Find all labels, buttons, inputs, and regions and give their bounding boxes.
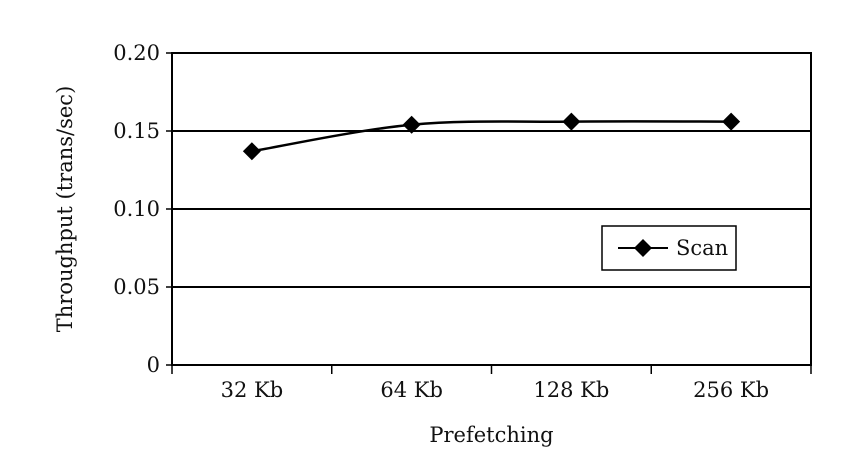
x-axis-ticks: 32 Kb 64 Kb 128 Kb 256 Kb xyxy=(171,365,812,402)
series-scan xyxy=(242,112,741,161)
x-tick-label-32-kb: 32 Kb xyxy=(221,378,284,402)
data-point-scan-32-kb xyxy=(242,142,261,161)
legend-label-scan: Scan xyxy=(676,236,728,260)
data-point-scan-128-kb xyxy=(562,112,581,131)
data-point-scan-64-kb xyxy=(402,115,421,134)
data-point-scan-256-kb xyxy=(722,112,741,131)
legend: Scan xyxy=(601,225,737,271)
x-tick-label-128-kb: 128 Kb xyxy=(533,378,609,402)
series-line-scan xyxy=(251,120,732,153)
y-tick-label: 0.05 xyxy=(113,275,160,299)
legend-marker-scan xyxy=(634,239,652,257)
x-tick-label-64-kb: 64 Kb xyxy=(380,378,443,402)
y-tick-label: 0.15 xyxy=(113,119,160,143)
y-tick-label: 0.20 xyxy=(113,41,160,65)
grid-lines xyxy=(172,130,811,288)
y-axis-title: Throughput (trans/sec) xyxy=(53,86,77,333)
x-axis-title: Prefetching xyxy=(429,423,553,447)
y-axis-ticks: 0 0.05 0.10 0.15 0.20 xyxy=(113,41,172,377)
plot-frame xyxy=(171,52,812,366)
x-tick-label-256-kb: 256 Kb xyxy=(693,378,769,402)
y-tick-label: 0 xyxy=(147,353,160,377)
y-tick-label: 0.10 xyxy=(113,197,160,221)
